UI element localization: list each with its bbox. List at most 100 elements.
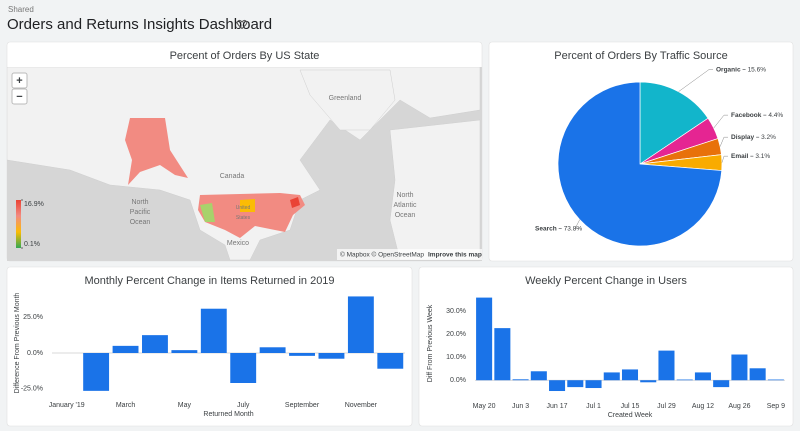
bar [171, 350, 198, 353]
x-tick-label: November [345, 402, 378, 409]
x-tick-label: Jul 1 [586, 403, 601, 410]
y-tick-label: 0.0% [27, 350, 43, 357]
x-tick-label: Aug 12 [692, 403, 714, 410]
slice-value: 73.8% [564, 225, 583, 232]
bar [259, 347, 286, 353]
pie-slice [639, 81, 709, 165]
map: Greenland Canada North Pacific Ocean North Atl… [7, 67, 482, 261]
state-region [125, 118, 188, 185]
x-tick-label: May [178, 402, 192, 409]
slice-name: Search [535, 225, 557, 232]
bar [347, 296, 374, 353]
chart-title: Percent of Orders By US State [170, 50, 320, 62]
bar [112, 345, 139, 353]
bar [767, 379, 784, 381]
bar [83, 353, 110, 391]
land [299, 69, 396, 131]
x-tick-label: Jun 3 [512, 403, 529, 410]
leader-line [678, 69, 713, 92]
x-tick-label: September [285, 402, 320, 409]
bar [289, 353, 315, 356]
slice-value: 3.2% [761, 134, 776, 141]
x-tick-label: Jul 15 [621, 403, 640, 410]
zoom-label: + [16, 75, 22, 87]
slice-value: 15.6% [748, 66, 767, 73]
y-tick-label: 0.0% [450, 377, 466, 384]
colorbar-label: 16.9% [24, 201, 44, 208]
slice-value: 4.4% [768, 112, 783, 119]
slice-name: Display [731, 134, 755, 141]
bar [530, 371, 547, 381]
x-axis-title: Returned Month [203, 411, 253, 418]
attribution-bg [337, 249, 482, 260]
bar [549, 380, 566, 392]
state-region [290, 197, 300, 208]
y-tick-label: 30.0% [446, 308, 466, 315]
x-tick-label: Aug 26 [728, 403, 750, 410]
slice-value: 3.1% [755, 153, 770, 160]
land [389, 119, 481, 261]
leader-line [713, 114, 728, 129]
chart-title: Percent of Orders By Traffic Source [554, 50, 727, 62]
pie-slice [557, 81, 723, 247]
bar [603, 372, 620, 381]
state-region [200, 203, 215, 222]
x-tick-label: May 20 [473, 403, 496, 410]
bar [142, 335, 168, 353]
state-region [198, 193, 305, 238]
attribution: © Mapbox © OpenStreetMap [340, 251, 424, 259]
slice-name: Email [731, 153, 749, 160]
dashboard-title: Orders and Returns Insights Dashboard [7, 16, 272, 33]
bar [694, 372, 711, 381]
leader-line [574, 219, 580, 229]
chart-title: Monthly Percent Change in Items Returned… [84, 275, 334, 287]
x-tick-label: Sep 9 [767, 403, 785, 410]
leader-line [721, 155, 728, 163]
bar [713, 380, 730, 388]
bar [640, 380, 657, 383]
zoom-button[interactable] [11, 88, 28, 105]
y-tick-label: 25.0% [23, 314, 43, 321]
map-label: Mexico [227, 240, 249, 247]
y-axis-title: Diff From Previous Week [427, 304, 434, 382]
colorbar [16, 200, 21, 248]
map-label: United States [236, 205, 251, 221]
state-region [240, 199, 255, 212]
y-tick-label: 10.0% [446, 354, 466, 361]
bar [585, 380, 602, 389]
x-axis-title: Created Week [608, 412, 653, 419]
colorbar-label: 0.1% [24, 241, 40, 248]
card [418, 266, 794, 427]
attribution-link[interactable]: Improve this map [428, 252, 482, 259]
bar [658, 350, 675, 381]
bar [512, 379, 529, 381]
map-label: North Pacific Ocean [130, 199, 151, 226]
slice-name: Facebook [731, 112, 762, 119]
bar [476, 297, 493, 381]
map-label: Canada [220, 173, 245, 180]
bar [494, 328, 511, 381]
x-tick-label: July [237, 402, 250, 409]
x-tick-label: Jun 17 [547, 403, 568, 410]
favorite-icon[interactable] [236, 19, 248, 30]
bar [731, 354, 748, 381]
y-axis-title: Difference From Previous Month [14, 293, 21, 394]
y-tick-label: -25.0% [21, 386, 43, 393]
bar [200, 308, 227, 353]
map-label: Greenland [329, 95, 362, 102]
bar [749, 368, 766, 381]
leader-line [719, 136, 728, 147]
shared-label: Shared [8, 5, 34, 14]
bar [318, 353, 345, 359]
bar [567, 380, 584, 388]
x-tick-label: Jul 29 [657, 403, 676, 410]
bar [230, 353, 257, 383]
bar [676, 379, 693, 381]
chart-title: Weekly Percent Change in Users [525, 275, 687, 287]
zoom-label: − [16, 91, 22, 103]
x-tick-label: January '19 [49, 402, 85, 409]
zoom-button[interactable] [11, 72, 28, 89]
slice-name: Organic [716, 66, 741, 73]
